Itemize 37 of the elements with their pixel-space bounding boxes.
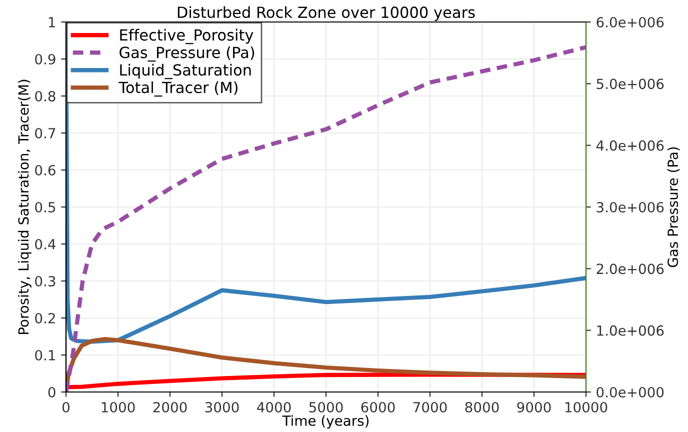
- y-axis-title: Porosity, Liquid Saturation, Tracer(M): [18, 80, 32, 334]
- y2-tick-label: 6.0e+006: [596, 16, 664, 28]
- y2-axis-title: Gas Pressure (Pa): [667, 147, 680, 268]
- y-tick-label: 0.1: [35, 350, 55, 360]
- x-tick-label: 6000: [361, 402, 395, 412]
- x-tick-label: 8000: [465, 402, 499, 412]
- legend-label: Liquid_Saturation: [120, 64, 251, 80]
- x-axis-title: Time (years): [282, 415, 369, 429]
- x-tick-label: 5000: [309, 402, 343, 412]
- legend-label: Total_Tracer (M): [118, 81, 238, 97]
- x-tick-label: 10000: [565, 402, 608, 412]
- legend-label: Gas_Pressure (Pa): [120, 46, 254, 62]
- y-tick-label: 0.8: [35, 90, 56, 102]
- y-tick-label: 0.9: [35, 54, 56, 64]
- chart-title: Disturbed Rock Zone over 10000 years: [178, 6, 475, 22]
- y-tick-label: 0: [48, 386, 56, 398]
- y2-tick-label: 3.0e+006: [596, 202, 664, 212]
- x-tick-label: 0: [62, 402, 70, 412]
- y-tick-label: 0.7: [35, 128, 56, 138]
- legend-label: Effective_Porosity: [120, 28, 254, 44]
- y-tick-label: 0.5: [35, 202, 56, 212]
- y-tick-label: 0.2: [35, 312, 55, 324]
- y-tick-label: 0.4: [35, 238, 56, 250]
- x-tick-label: 4000: [257, 402, 291, 412]
- x-tick-label: 9000: [517, 402, 551, 412]
- y-tick-label: 1: [48, 17, 55, 28]
- x-tick-label: 7000: [413, 402, 447, 412]
- y2-tick-label: 2.0e+006: [596, 264, 664, 274]
- y2-tick-label: 4.0e+006: [596, 140, 664, 151]
- x-tick-label: 1000: [102, 402, 135, 412]
- y-tick-label: 0.3: [35, 276, 56, 286]
- y2-tick-label: 1.0e+006: [597, 325, 664, 336]
- x-tick-label: 2000: [153, 402, 187, 412]
- y-tick-label: 0.6: [35, 164, 56, 176]
- y2-tick-label: 5.0e+006: [596, 78, 664, 90]
- x-tick-label: 3000: [205, 402, 239, 412]
- y2-tick-label: 0.0e+000: [596, 386, 664, 398]
